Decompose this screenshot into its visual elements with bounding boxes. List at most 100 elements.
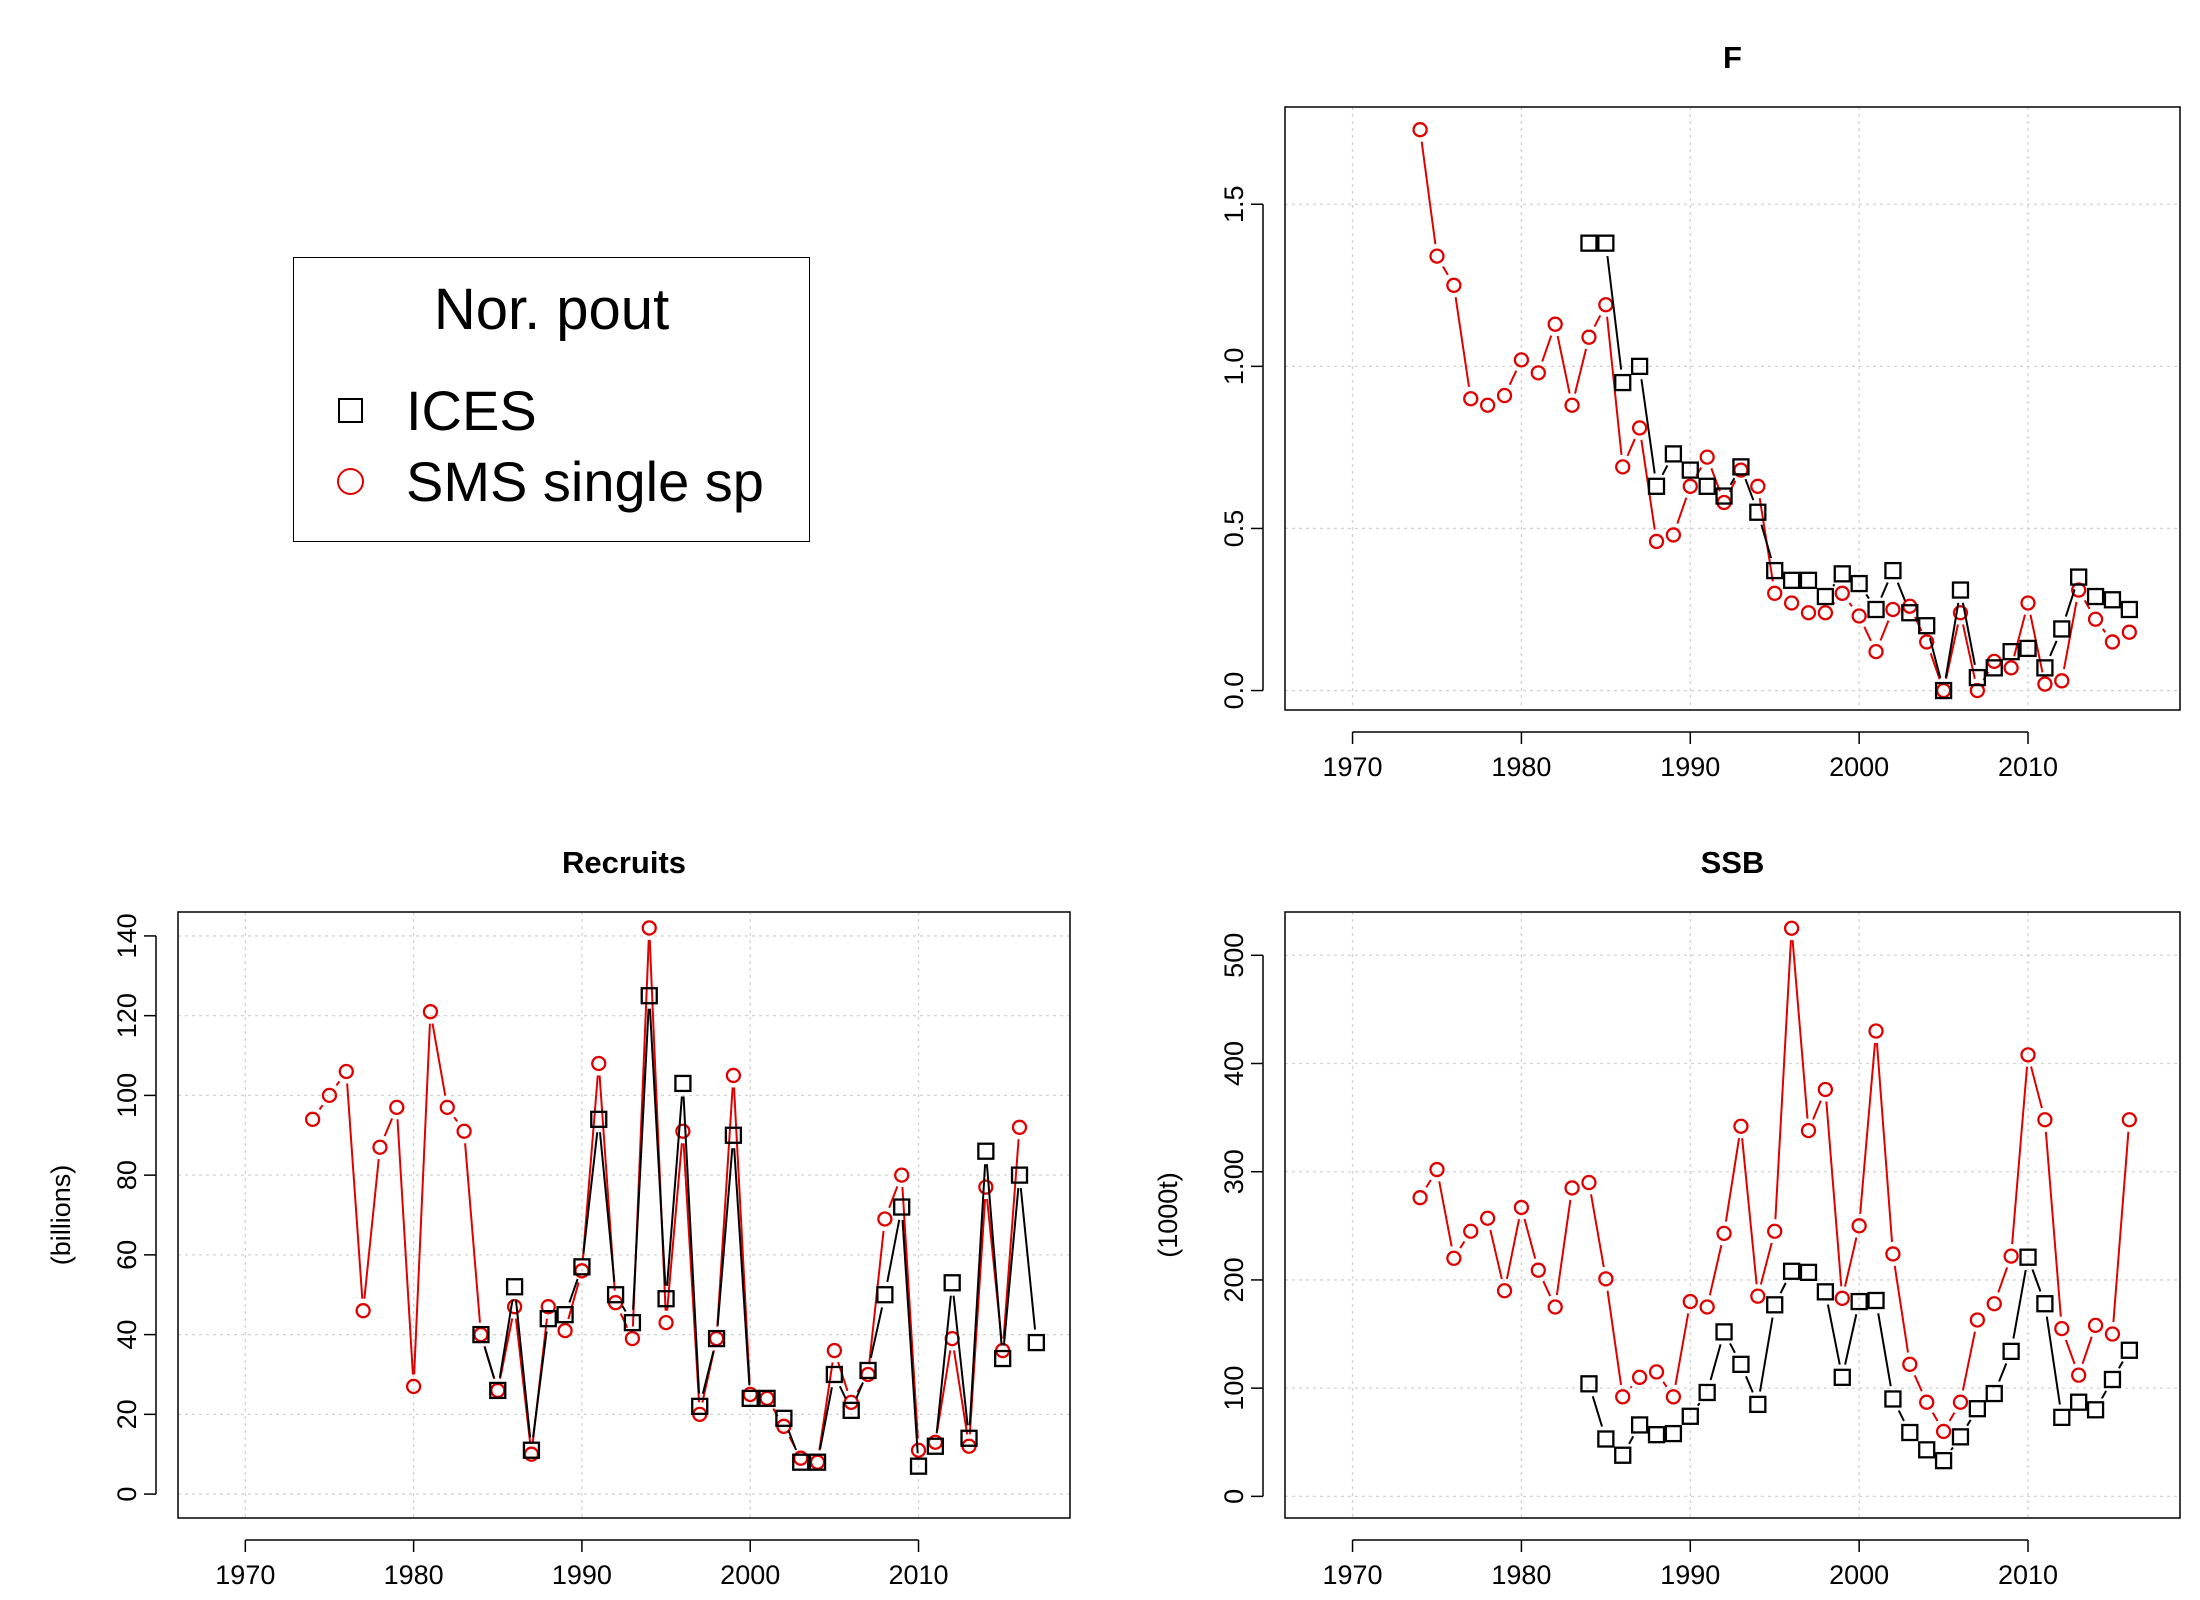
y-tick-label: 300 [1219,1149,1249,1194]
y-axis-label: (1000t) [1153,1172,1183,1258]
series-segment [953,1350,969,1435]
series-segment [1628,1435,1635,1445]
ices-point [1968,668,1987,687]
sms-point [658,1314,674,1331]
ices-point [775,1409,793,1427]
series-segment [363,1159,380,1299]
series-segment [532,1331,548,1438]
ices-point [590,1110,608,1128]
ices-point [1884,1390,1902,1408]
plot-frame [1284,106,2181,711]
series-segment [2064,589,2076,617]
sms-point [1783,595,1800,611]
series-segment [1961,602,1976,666]
ices-point [1951,581,1970,599]
series-segment [632,1008,650,1310]
y-axis-label: (billions) [46,1165,76,1266]
x-tick-label: 2010 [888,1560,948,1590]
sms-point [1496,1283,1513,1299]
x-tick-label: 1970 [1323,1560,1383,1590]
series-segment [2064,1339,2076,1365]
series-segment [1729,477,1736,486]
sms-point [1868,643,1884,660]
ices-point [792,1453,810,1471]
ices-series [1580,1248,2138,1470]
x-tick-label: 2010 [1998,1560,2058,1590]
series-segment [1877,1313,1892,1387]
ices-point [1647,1426,1666,1444]
series-segment [985,1164,1003,1346]
series-segment [1929,638,1942,679]
chart-title: F [1723,40,1742,75]
x-tick-label: 1970 [215,1560,275,1590]
sms-point [557,1322,573,1339]
series-segment [1505,1218,1521,1280]
ices-point [1782,571,1801,589]
y-tick-label: 1.5 [1219,185,1249,223]
series-segment [514,1299,532,1438]
series-segment [2045,1316,2061,1405]
ices-point [2120,1341,2138,1359]
sms-point [1446,277,1462,293]
ices-point [1985,659,2003,677]
series-segment [498,1299,514,1378]
x-tick-label: 2000 [1829,752,1889,782]
ices-point [2086,587,2105,606]
ices-point [489,1381,507,1400]
ices-point [707,1329,726,1348]
series-segment [1555,1199,1572,1296]
series-segment [935,1295,952,1434]
sms-point [826,1342,843,1359]
ices-point [1985,1384,2003,1403]
sms-point [2071,1367,2087,1383]
sms-point [2020,595,2036,611]
series-segment [1674,1313,1690,1386]
ices-point [1664,1424,1683,1443]
sms-point [1800,605,1817,621]
series-segment [1879,620,1890,641]
series-segment [1629,1385,1633,1389]
sms-point [1648,533,1665,550]
ices-point [1766,1296,1784,1314]
x-tick-label: 1980 [384,1560,444,1590]
sms-point [708,1330,725,1347]
series-segment [1759,1317,1774,1392]
sms-point [1969,1312,1986,1328]
series-segment [733,1148,751,1386]
sms-point [1868,1023,1884,1039]
series-segment [1929,652,1941,680]
sms-point [2104,634,2121,650]
ices-point [1614,1446,1632,1464]
ices-point [2103,1370,2122,1389]
ices-point [1681,461,1699,479]
sms-point [725,1067,742,1084]
sms-point [2003,660,2019,676]
series-segment [2118,1361,2124,1369]
sms-point [1530,1262,1546,1278]
series-segment [431,1023,447,1096]
panel-recruits-chart: 1970 1980 1990 2000 2010 0 20 40 60 80 100 120 140 Re… [46,845,1071,1590]
series-segment [396,1119,414,1375]
series-segment [1019,1187,1037,1330]
series-segment [1573,348,1588,394]
ices-point [808,1453,827,1471]
sms-point [1598,297,1614,313]
sms-point [1530,365,1546,381]
ices-point [573,1258,591,1276]
ices-point [1901,604,1919,622]
ices-point [2086,1401,2105,1419]
sms-point [910,1442,927,1458]
series-segment [1745,1375,1754,1393]
sms-point [1885,601,1901,618]
sms-point [1564,1180,1580,1196]
series-segment [1454,297,1470,388]
ices-point [2036,659,2054,677]
legend: Nor. pout ICES SMS single sp [293,257,810,542]
ices-point [2019,639,2037,658]
ices-point [1597,234,1615,252]
sms-point [389,1099,405,1116]
legend-entry-sms: SMS single sp [330,446,764,516]
sms-point [2087,611,2104,627]
sms-point [1011,1119,1028,1135]
x-tick-label: 1980 [1491,1560,1551,1590]
